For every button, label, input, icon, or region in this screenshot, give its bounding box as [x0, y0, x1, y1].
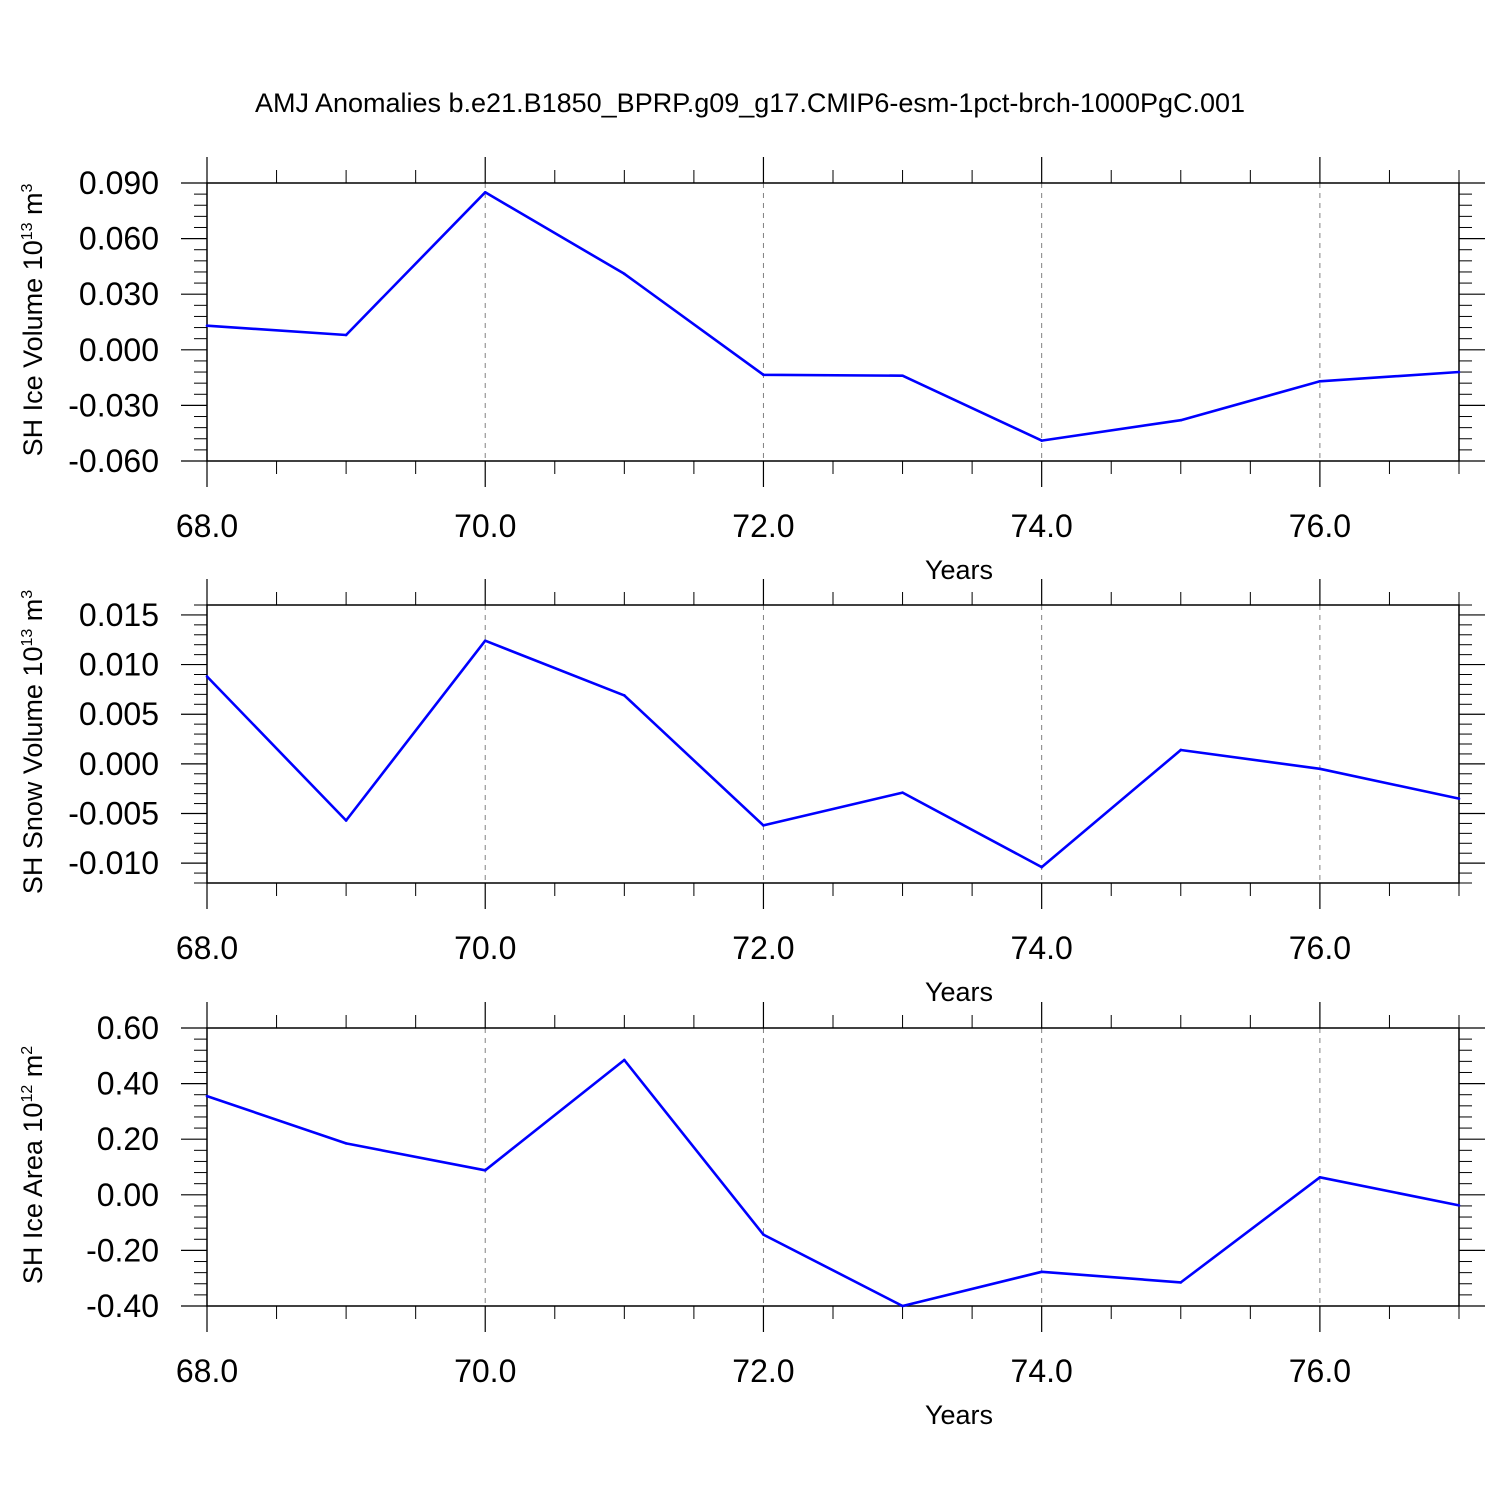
- plot-frame: [206, 1027, 1460, 1307]
- plot-frame: [206, 604, 1460, 884]
- series-line: [206, 191, 1460, 442]
- chart-title: AMJ Anomalies b.e21.B1850_BPRP.g09_g17.C…: [254, 88, 1246, 118]
- y-tick-label: 0.060: [79, 221, 159, 257]
- data-point: [344, 333, 348, 337]
- y-axis-unit-m-exponent: 2: [19, 1046, 36, 1055]
- y-axis-unit-m-exponent: 3: [19, 590, 36, 599]
- data-point: [623, 694, 626, 697]
- y-tick-label: 0.000: [79, 332, 159, 368]
- data-point: [205, 675, 209, 678]
- y-axis-label-text: SH Snow Volume: [18, 677, 48, 895]
- x-tick-label: 74.0: [1011, 930, 1073, 966]
- data-point: [1040, 1270, 1043, 1274]
- x-tick-label: 72.0: [732, 1353, 794, 1389]
- data-point: [623, 1058, 626, 1062]
- chart-panel-2: 68.0 70.0 72.0 74.0 76.0 Years 0.015 0.010 0.005…: [18, 579, 1485, 1007]
- y-tick-label: 0.005: [79, 696, 159, 732]
- x-tick-label: 72.0: [732, 508, 794, 544]
- x-tick-label: 70.0: [454, 930, 516, 966]
- data-point: [901, 374, 904, 378]
- y-axis-unit-base: 10: [18, 1103, 48, 1133]
- x-tick-label: 76.0: [1289, 508, 1351, 544]
- y-axis-label: SH Ice Volume 1013 m3: [18, 183, 48, 456]
- x-axis-label: Years: [925, 977, 993, 1007]
- x-axis-label: Years: [925, 1400, 993, 1430]
- data-point: [483, 639, 487, 643]
- x-tick-label: 68.0: [176, 1353, 238, 1389]
- y-tick-label: 0.010: [79, 647, 159, 683]
- y-axis-unit-exponent: 12: [19, 1085, 36, 1103]
- data-point: [205, 1094, 209, 1098]
- x-axis-label: Years: [925, 555, 993, 585]
- data-point: [1318, 380, 1322, 383]
- x-tick-label: 76.0: [1289, 930, 1351, 966]
- data-point: [1179, 1281, 1183, 1284]
- y-axis-unit-m: m: [18, 599, 48, 629]
- y-tick-label: 0.000: [79, 746, 159, 782]
- y-tick-label: 0.40: [97, 1066, 159, 1102]
- y-axis-unit-m: m: [18, 1055, 48, 1085]
- y-tick-label: -0.010: [68, 845, 159, 881]
- data-point: [901, 791, 904, 794]
- data-point: [1457, 1204, 1461, 1207]
- y-tick-label: 0.015: [79, 597, 159, 633]
- x-tick-label: 76.0: [1289, 1353, 1351, 1389]
- y-axis-unit-base: 10: [18, 240, 48, 270]
- data-point: [1179, 748, 1183, 752]
- data-point: [1457, 797, 1461, 800]
- x-tick-label: 68.0: [176, 930, 238, 966]
- x-tick-label: 74.0: [1011, 508, 1073, 544]
- data-point: [1457, 370, 1461, 374]
- data-point: [1318, 767, 1322, 771]
- y-tick-label: -0.030: [68, 387, 159, 423]
- y-axis-unit-exponent: 13: [19, 222, 36, 240]
- y-axis-label-text: SH Ice Area: [18, 1133, 48, 1285]
- data-point: [1040, 865, 1043, 869]
- series-line: [206, 639, 1460, 869]
- data-point: [483, 1169, 487, 1172]
- y-tick-label: -0.20: [86, 1232, 159, 1268]
- data-point: [344, 819, 348, 822]
- y-tick-label: -0.40: [86, 1288, 159, 1324]
- y-axis-label: SH Ice Area 1012 m2: [18, 1046, 48, 1284]
- data-point: [623, 272, 626, 276]
- data-point: [1179, 418, 1183, 422]
- plot-frame: [206, 182, 1460, 462]
- data-point: [1318, 1175, 1322, 1179]
- series-line: [206, 1058, 1460, 1308]
- data-point: [1040, 439, 1043, 442]
- y-tick-label: -0.060: [68, 443, 159, 479]
- y-axis-unit-m: m: [18, 192, 48, 222]
- chart-panel-3: 68.0 70.0 72.0 74.0 76.0 Years 0.60 0.40 0.20 0.0…: [18, 1002, 1485, 1430]
- y-axis-label: SH Snow Volume 1013 m3: [18, 590, 48, 894]
- y-tick-label: 0.030: [79, 276, 159, 312]
- data-point: [901, 1304, 904, 1308]
- data-point: [344, 1142, 348, 1145]
- y-axis-unit-base: 10: [18, 647, 48, 677]
- y-tick-label: 0.20: [97, 1121, 159, 1157]
- y-tick-label: 0.00: [97, 1177, 159, 1213]
- y-axis-label-text: SH Ice Volume: [18, 270, 48, 456]
- data-point: [205, 324, 209, 328]
- y-axis-unit-exponent: 13: [19, 629, 36, 647]
- data-point: [483, 190, 487, 194]
- x-tick-label: 70.0: [454, 508, 516, 544]
- data-point: [762, 373, 765, 377]
- y-tick-label: 0.60: [97, 1010, 159, 1046]
- y-axis-unit-m-exponent: 3: [19, 183, 36, 192]
- x-tick-label: 70.0: [454, 1353, 516, 1389]
- y-tick-label: 0.090: [79, 165, 159, 201]
- x-tick-label: 68.0: [176, 508, 238, 544]
- x-tick-label: 74.0: [1011, 1353, 1073, 1389]
- y-tick-label: -0.005: [68, 796, 159, 832]
- x-tick-label: 72.0: [732, 930, 794, 966]
- data-point: [762, 1233, 765, 1236]
- data-point: [762, 824, 765, 827]
- chart-panel-1: 68.0 70.0 72.0 74.0 76.0 Years 0.090 0.060 0.030…: [18, 157, 1485, 585]
